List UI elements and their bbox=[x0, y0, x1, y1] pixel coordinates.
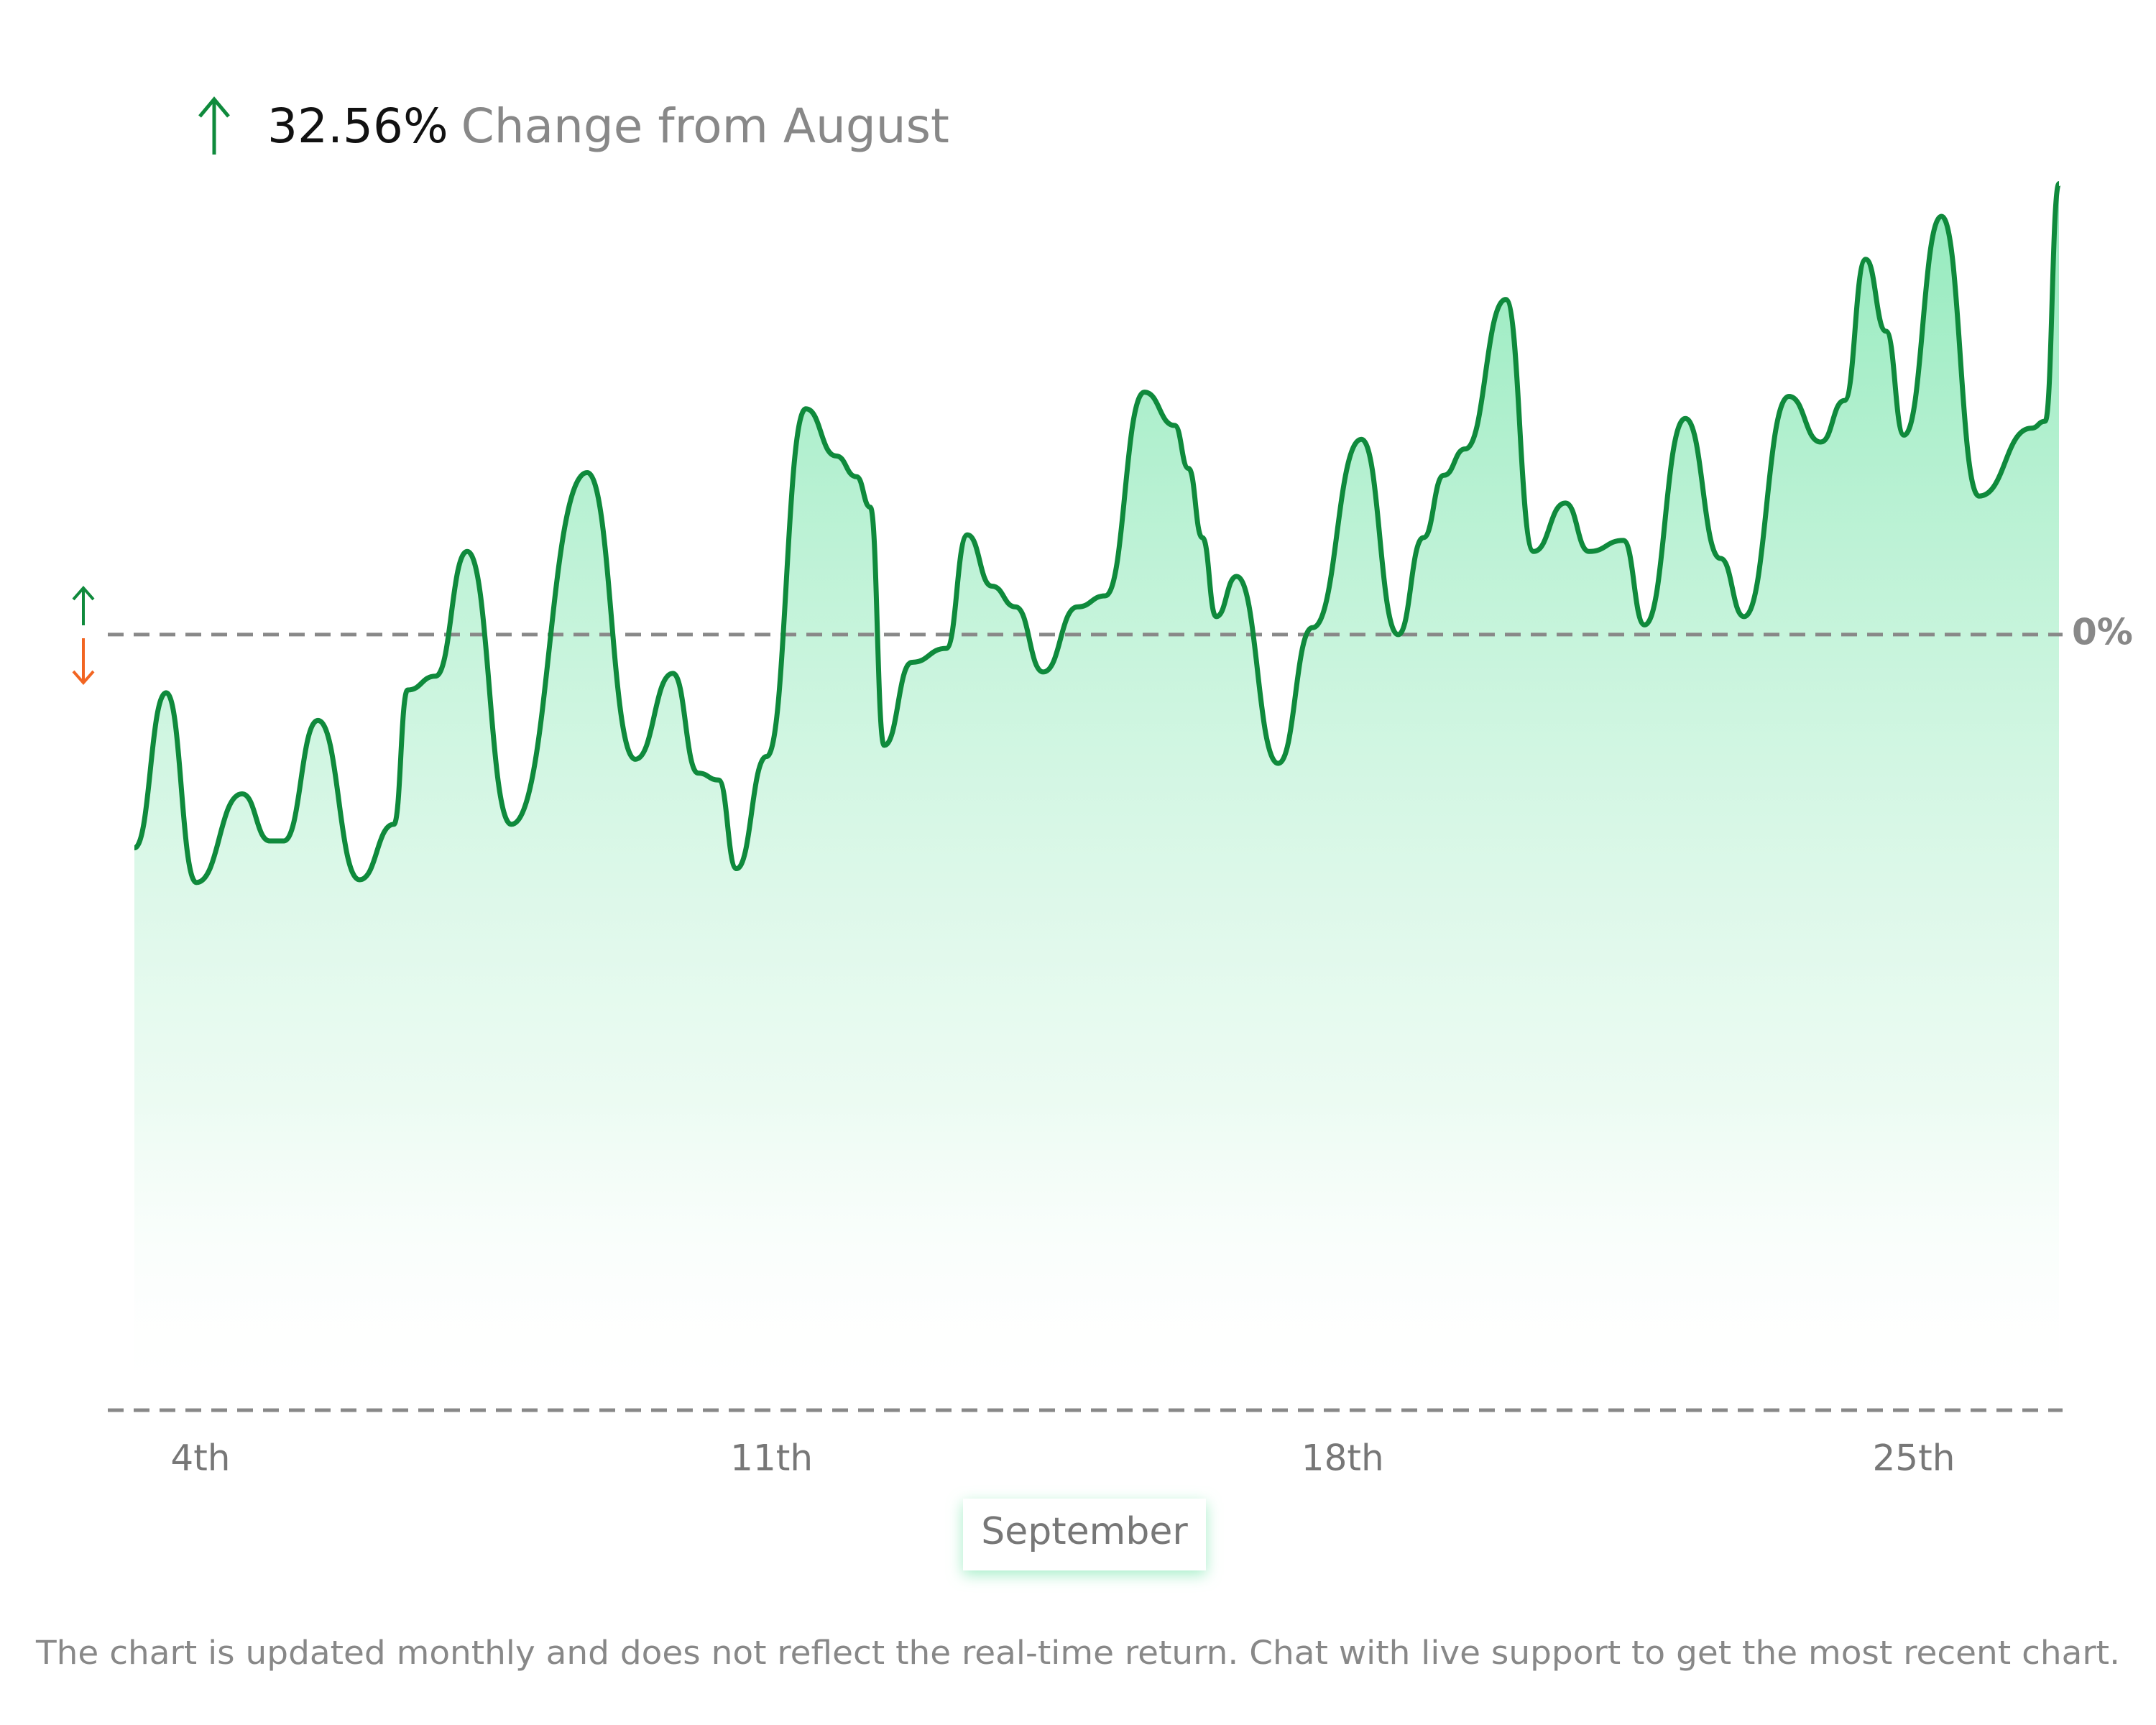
area bbox=[134, 183, 2059, 1411]
x-tick-label: 4th bbox=[170, 1438, 230, 1479]
up-arrow-icon bbox=[198, 96, 230, 155]
line bbox=[133, 180, 2062, 886]
footnote: The chart is updated monthly and does no… bbox=[35, 1634, 2120, 1672]
month-box bbox=[963, 1499, 1206, 1570]
change-value: 32.56% bbox=[267, 98, 448, 154]
x-tick-label: 18th bbox=[1302, 1438, 1384, 1479]
x-tick-label: 25th bbox=[1872, 1438, 1955, 1479]
up-icon bbox=[72, 585, 95, 625]
header: 32.56% Change from August bbox=[198, 96, 949, 155]
x-tick-label: 11th bbox=[730, 1438, 813, 1479]
direction-icons bbox=[72, 585, 95, 686]
chart-title: Change from August bbox=[461, 98, 949, 154]
down-icon bbox=[72, 638, 95, 686]
plot-area: 4th 11th 18th 25th 0% bbox=[108, 180, 2133, 1479]
x-axis-label: September bbox=[981, 1510, 1188, 1553]
y-tick-label: 0% bbox=[2072, 611, 2133, 653]
